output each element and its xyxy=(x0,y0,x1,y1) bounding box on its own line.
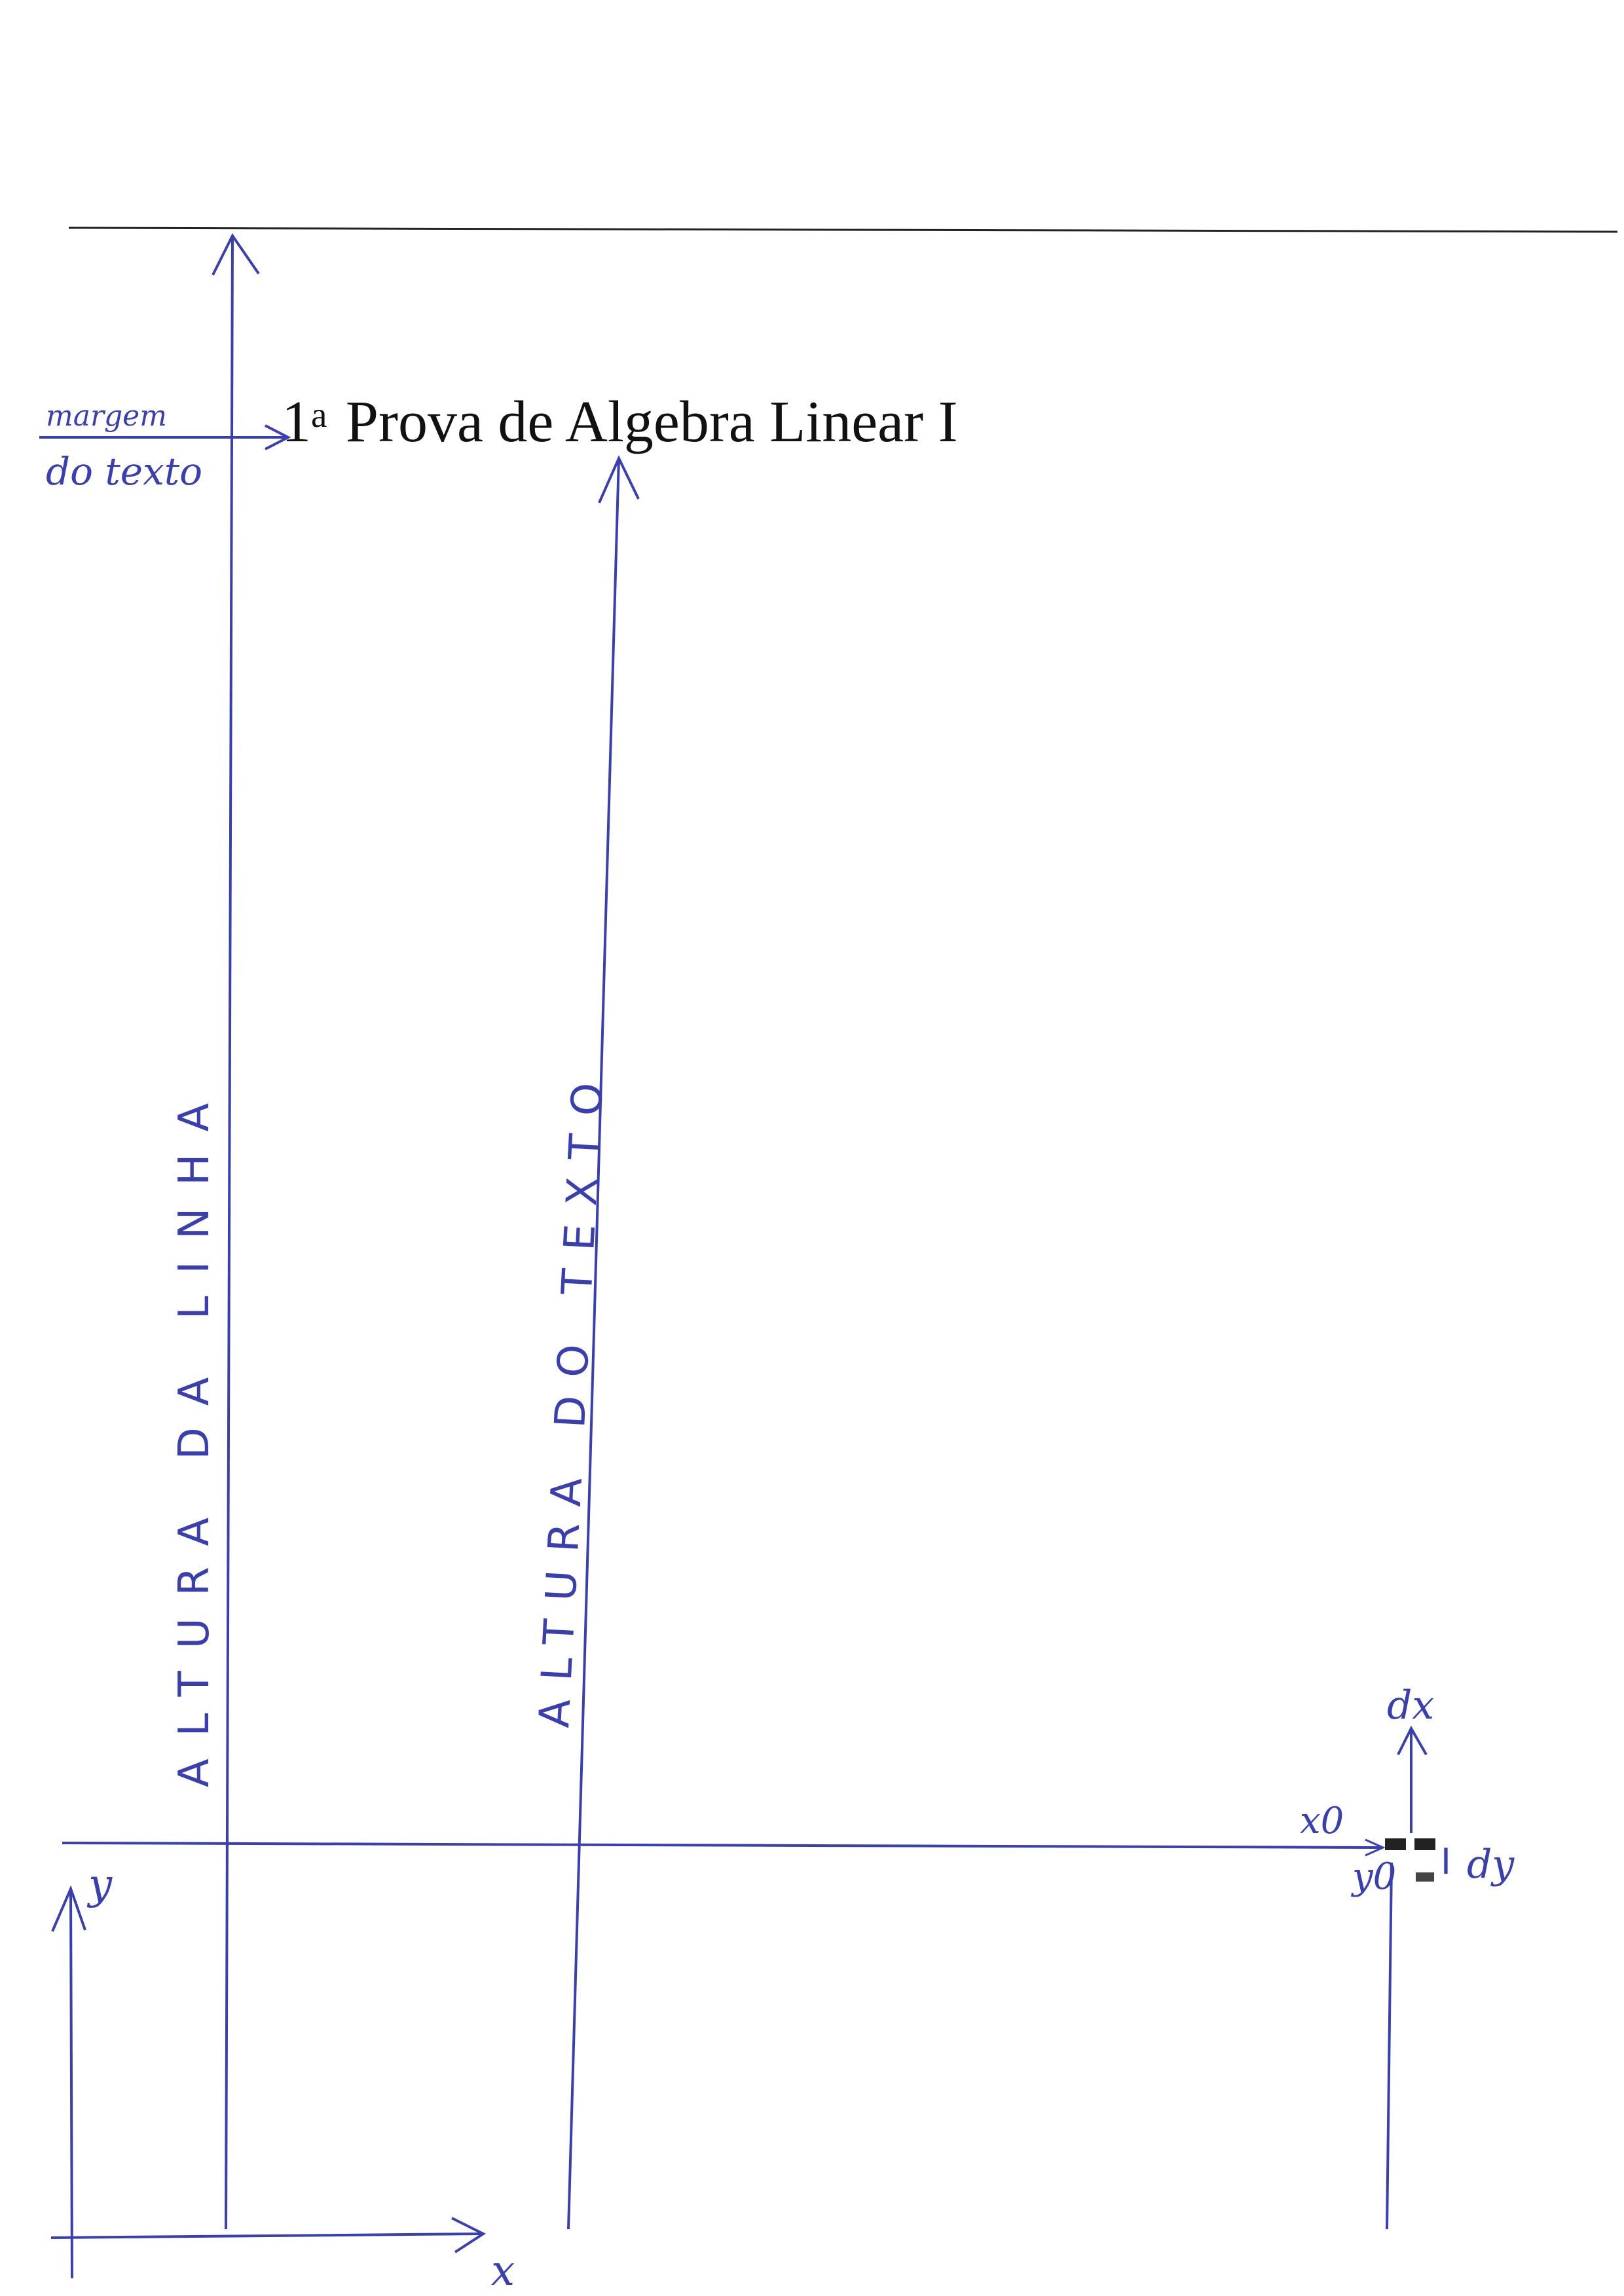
line-height-label: ALTURA DA LINHA xyxy=(170,1081,219,1787)
top-rule xyxy=(68,227,1618,233)
x-axis-arrowhead xyxy=(451,2217,487,2253)
title-number: 1 xyxy=(282,390,311,454)
origin-mark-right xyxy=(1414,1838,1435,1850)
title-text: Prova de Algebra Linear I xyxy=(345,390,958,454)
axis-y-label: y xyxy=(86,1861,113,1909)
origin-mark-left xyxy=(1385,1838,1406,1850)
margin-label-bottom: do texto xyxy=(46,449,202,494)
right-vertical xyxy=(1386,1862,1393,2230)
line-height-arrowhead xyxy=(212,233,260,276)
margin-label-top: margem xyxy=(46,399,167,433)
x-axis xyxy=(50,2232,482,2239)
y-axis-arrowhead xyxy=(51,1885,86,1932)
title-superscript: a xyxy=(311,395,327,435)
text-height-label: ALTURA DO TEXTO xyxy=(530,1063,614,1729)
y0-label: y0 xyxy=(1350,1855,1396,1898)
dy-label: dy xyxy=(1467,1842,1515,1887)
x0-arrowhead xyxy=(1365,1838,1386,1857)
i-label: I xyxy=(1441,1841,1451,1882)
text-height-arrowhead xyxy=(598,455,640,503)
y-axis xyxy=(69,1888,73,2279)
text-height-arrow xyxy=(567,458,620,2230)
document-title: 1a Prova de Algebra Linear I xyxy=(282,393,958,452)
margin-arrowhead xyxy=(265,424,291,450)
axis-x-label: x xyxy=(491,2247,515,2295)
origin-mark-bottom xyxy=(1416,1872,1434,1882)
baseline xyxy=(62,1842,1382,1849)
line-height-arrow xyxy=(225,235,234,2230)
dx-label: dx xyxy=(1387,1683,1434,1728)
x0-label: x0 xyxy=(1300,1800,1344,1842)
dx-arrowhead xyxy=(1397,1725,1428,1755)
